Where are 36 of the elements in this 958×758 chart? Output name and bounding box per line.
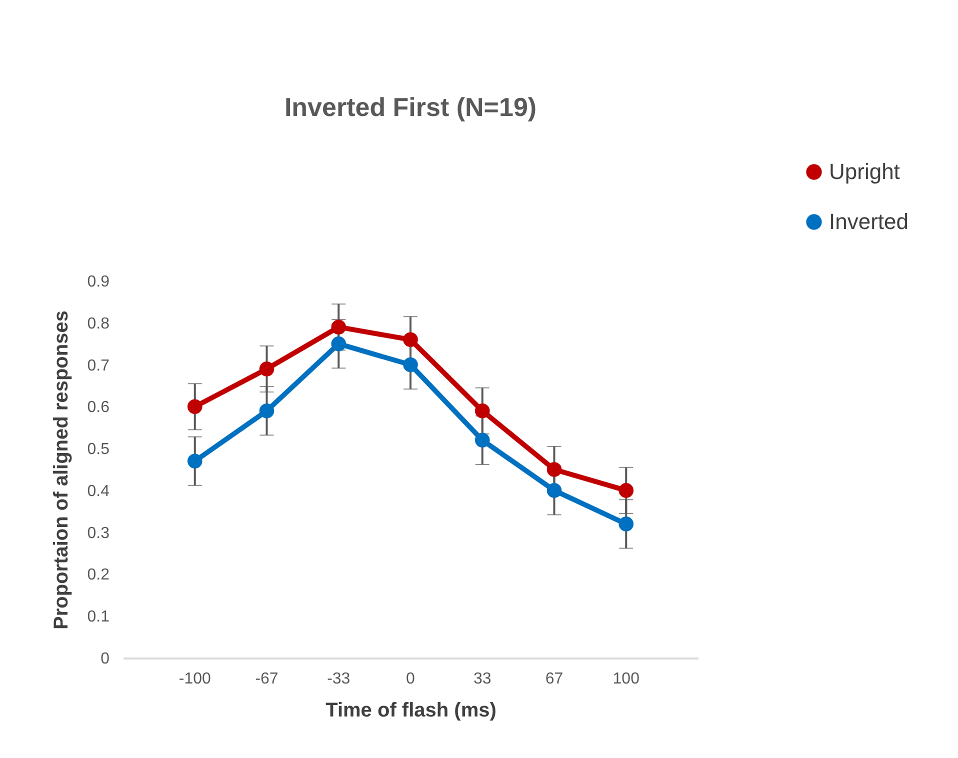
point [474, 432, 490, 448]
y-tick-label: 0.1 [87, 608, 110, 626]
point [331, 336, 346, 352]
y-tick-label: 0.5 [87, 441, 110, 458]
point [187, 454, 202, 469]
x-tick-label: -33 [327, 670, 350, 688]
point [403, 357, 418, 372]
point [259, 362, 274, 376]
legend-label: Upright [829, 159, 900, 184]
y-tick-label: 0 [100, 650, 110, 668]
y-tick-label: 0.6 [87, 399, 110, 416]
x-tick-label: 67 [545, 670, 564, 688]
chart-title: Inverted First (N=19) [284, 92, 537, 122]
y-tick-label: 0.7 [87, 357, 110, 374]
y-tick-label: 0.9 [87, 274, 110, 290]
point [474, 403, 490, 418]
point [618, 516, 634, 532]
point [187, 399, 202, 414]
x-tick-label: -100 [178, 670, 211, 688]
point [259, 403, 274, 418]
point [331, 320, 346, 334]
x-tick-label: 100 [612, 670, 640, 688]
y-tick-label: 0.3 [87, 524, 110, 542]
y-tick-label: 0.4 [87, 482, 110, 500]
x-axis-title: Time of flash (ms) [326, 700, 496, 722]
y-tick-label: 0.8 [87, 315, 110, 332]
legend-label: Inverted [829, 209, 908, 234]
point [403, 332, 418, 348]
x-tick-label: 0 [406, 670, 416, 688]
y-tick-label: 0.2 [87, 566, 110, 584]
x-tick-label: 33 [473, 670, 492, 688]
point [546, 483, 562, 498]
point [546, 462, 562, 477]
point [618, 483, 634, 498]
x-tick-label: -67 [255, 670, 278, 688]
y-axis-title: Proportaion of aligned responses [50, 310, 72, 630]
